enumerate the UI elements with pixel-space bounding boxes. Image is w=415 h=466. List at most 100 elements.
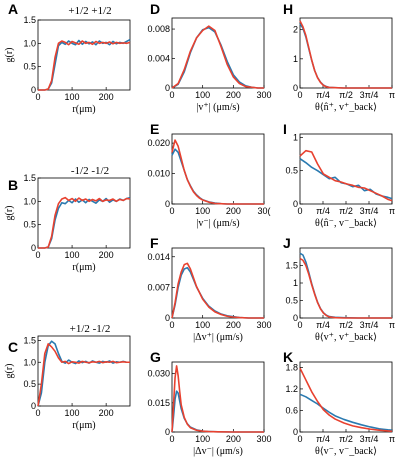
x-tick-label: 0 bbox=[297, 320, 302, 330]
series-line-red bbox=[171, 262, 264, 319]
axes-box bbox=[171, 17, 265, 89]
x-tick-label: 100 bbox=[195, 90, 210, 100]
x-tick-label: 200 bbox=[226, 206, 241, 216]
series-line-red bbox=[171, 365, 264, 433]
x-axis-label: r(μm) bbox=[72, 262, 95, 273]
axes-box bbox=[37, 177, 131, 249]
series-line-blue bbox=[299, 23, 392, 89]
x-tick-label: 200 bbox=[99, 250, 114, 260]
series-line-red bbox=[299, 20, 392, 89]
panel-letter: A bbox=[8, 1, 18, 17]
x-tick-label: 0 bbox=[169, 206, 174, 216]
y-tick-label: 0 bbox=[31, 85, 36, 95]
x-tick-label: 100 bbox=[195, 320, 210, 330]
x-tick-label: 0 bbox=[35, 250, 40, 260]
x-tick-label: 3π/4 bbox=[360, 320, 379, 330]
x-tick-label: 30( bbox=[257, 206, 270, 216]
axes-box bbox=[37, 19, 131, 91]
x-tick-label: 0 bbox=[169, 90, 174, 100]
panel-letter: E bbox=[150, 121, 159, 137]
x-axis-label: θ⟨n̂⁻, v⁻_back⟩ bbox=[315, 218, 377, 229]
y-tick-label: 1.0 bbox=[23, 38, 36, 48]
panel-title: +1/2 +1/2 bbox=[68, 5, 111, 17]
x-axis-label: θ⟨v⁻, v⁻_back⟩ bbox=[315, 446, 377, 457]
panel-letter: D bbox=[150, 1, 160, 17]
y-tick-label: 0.6 bbox=[285, 405, 298, 415]
panel-title: -1/2 -1/2 bbox=[71, 165, 109, 177]
series-line-red bbox=[299, 367, 393, 433]
y-tick-label: 0 bbox=[293, 427, 298, 437]
y-tick-label: 2 bbox=[293, 25, 298, 35]
series-line-blue bbox=[38, 196, 131, 249]
x-tick-label: π bbox=[389, 90, 395, 100]
x-tick-label: π/2 bbox=[339, 434, 353, 444]
y-tick-label: 0.010 bbox=[147, 169, 170, 179]
x-tick-label: π/4 bbox=[316, 206, 330, 216]
x-axis-label: r(μm) bbox=[72, 104, 95, 115]
panel-a: 0 100 200 0 0.5 1.0 1.5 A +1/2 +1/2 r(μm) g(r) bbox=[4, 1, 131, 115]
x-tick-label: 0 bbox=[35, 92, 40, 102]
x-axis-label: |Δv⁺| (μm/s) bbox=[193, 332, 243, 343]
y-tick-label: 0 bbox=[31, 243, 36, 253]
y-tick-label: 0.015 bbox=[147, 398, 170, 408]
series-line-blue bbox=[299, 252, 392, 319]
panel-k: 0 π/4 π/2 3π/4 π 0 0.6 1.2 1.8Kθ⟨v⁻, v⁻_back⟩ bbox=[283, 349, 395, 457]
panel-letter: J bbox=[283, 235, 291, 251]
y-tick-label: 1 bbox=[293, 54, 298, 64]
x-axis-label: |v⁻| (μm/s) bbox=[196, 218, 239, 229]
series-line-red bbox=[299, 149, 393, 202]
panel-letter: H bbox=[283, 1, 293, 17]
x-axis-label: r(μm) bbox=[72, 420, 95, 431]
axes-box bbox=[299, 361, 393, 433]
y-tick-label: 0.014 bbox=[147, 252, 170, 262]
x-tick-label: 200 bbox=[99, 92, 114, 102]
series-line-red bbox=[37, 343, 130, 407]
y-tick-label: 1.2 bbox=[285, 384, 298, 394]
x-tick-label: 100 bbox=[65, 408, 80, 418]
x-tick-label: π/4 bbox=[316, 90, 330, 100]
panel-letter: B bbox=[8, 177, 18, 193]
x-tick-label: π bbox=[389, 320, 395, 330]
y-tick-label: 0 bbox=[293, 83, 298, 93]
y-axis-label: g(r) bbox=[4, 364, 15, 379]
series-line-red bbox=[171, 139, 264, 205]
y-tick-label: 0 bbox=[165, 313, 170, 323]
x-axis-label: |v⁺| (μm/s) bbox=[196, 102, 239, 113]
series-line-blue bbox=[171, 266, 264, 319]
x-tick-label: 3π/4 bbox=[360, 434, 379, 444]
x-tick-label: 200 bbox=[226, 434, 241, 444]
y-axis-label: g(r) bbox=[4, 206, 15, 221]
x-tick-label: π bbox=[389, 206, 395, 216]
y-tick-label: 1.5 bbox=[23, 335, 36, 345]
panel-letter: K bbox=[283, 349, 293, 365]
x-tick-label: 0 bbox=[169, 320, 174, 330]
x-tick-label: π/4 bbox=[316, 434, 330, 444]
panel-i: 0 π/4 π/2 3π/4 π 0 0.5 1Iθ⟨n̂⁻, v⁻_back⟩ bbox=[283, 121, 395, 229]
x-axis-label: θ⟨v⁺, v⁺_back⟩ bbox=[315, 332, 377, 343]
series-line-blue bbox=[299, 158, 393, 200]
x-tick-label: 0 bbox=[297, 434, 302, 444]
panel-d: 0 100 200 300 0 0.004 0.008 D |v⁺| (μm/s) bbox=[147, 1, 271, 113]
x-tick-label: π/2 bbox=[339, 320, 353, 330]
x-tick-label: π/2 bbox=[339, 206, 353, 216]
y-tick-label: 0 bbox=[165, 427, 170, 437]
panel-h: 0 π/4 π/2 3π/4 π 0 1 2Hθ⟨n̂⁺, v⁺_back⟩ bbox=[283, 1, 395, 113]
x-tick-label: π/2 bbox=[339, 90, 353, 100]
y-tick-label: 0.5 bbox=[285, 296, 298, 306]
y-tick-label: 0 bbox=[293, 313, 298, 323]
panel-letter: F bbox=[150, 235, 159, 251]
x-tick-label: 200 bbox=[99, 408, 114, 418]
y-tick-label: 0.5 bbox=[23, 379, 36, 389]
y-tick-label: 0 bbox=[31, 401, 36, 411]
y-tick-label: 0 bbox=[165, 83, 170, 93]
y-axis-label: g(r) bbox=[4, 48, 15, 63]
y-tick-label: 0.5 bbox=[23, 220, 36, 230]
x-tick-label: 3π/4 bbox=[360, 206, 379, 216]
panel-title: +1/2 -1/2 bbox=[70, 323, 111, 335]
series-line-blue bbox=[299, 393, 393, 432]
x-tick-label: π bbox=[389, 434, 395, 444]
y-tick-label: 0.5 bbox=[23, 62, 36, 72]
y-tick-label: 1.5 bbox=[285, 261, 298, 271]
